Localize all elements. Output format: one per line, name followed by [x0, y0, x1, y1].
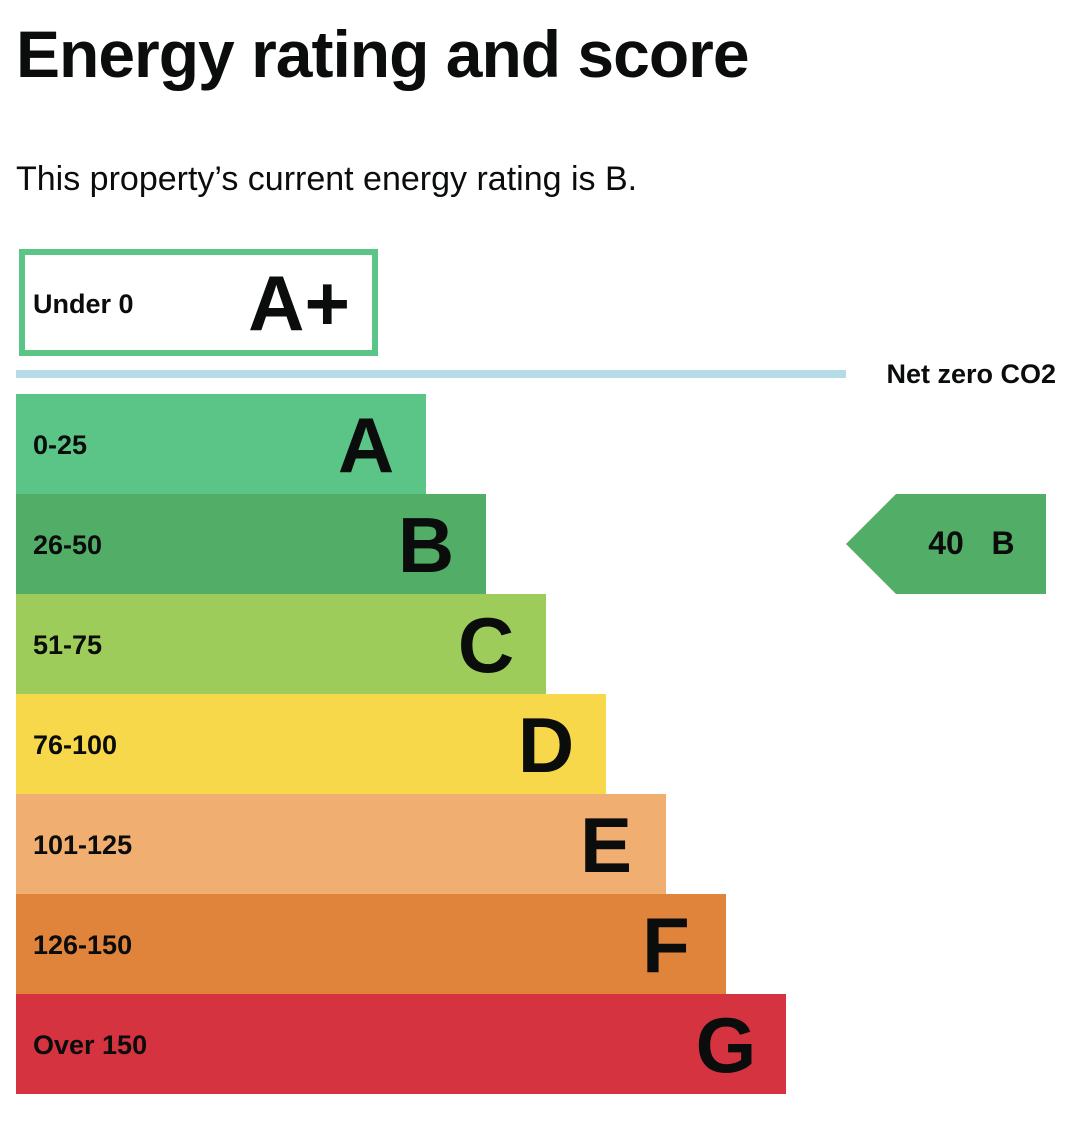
- band-e-letter: E: [580, 801, 632, 889]
- current-rating-letter: B: [991, 525, 1014, 561]
- band-e-range: 101-125: [33, 830, 132, 860]
- current-rating-score: 40: [928, 525, 964, 561]
- band-a-letter: A: [338, 401, 394, 489]
- band-c-bar: [16, 594, 546, 694]
- band-g-letter: G: [696, 1001, 757, 1089]
- band-d-bar: [16, 694, 606, 794]
- rating-intro-text: This property’s current energy rating is…: [16, 160, 638, 198]
- band-g-bar: [16, 994, 786, 1094]
- current-rating-arrow: [846, 494, 1046, 594]
- band-a-plus-letter: A+: [248, 259, 350, 347]
- band-d-range: 76-100: [33, 730, 117, 760]
- band-b-letter: B: [398, 501, 454, 589]
- net-zero-label: Net zero CO2: [886, 359, 1056, 389]
- band-b-range: 26-50: [33, 530, 102, 560]
- band-f-bar: [16, 894, 726, 994]
- band-a-bar: [16, 394, 426, 494]
- band-f-range: 126-150: [33, 930, 132, 960]
- band-a-plus-range: Under 0: [33, 289, 134, 319]
- band-e-bar: [16, 794, 666, 894]
- band-c-range: 51-75: [33, 630, 102, 660]
- band-g-range: Over 150: [33, 1030, 147, 1060]
- band-f-letter: F: [642, 901, 690, 989]
- band-b-bar: [16, 494, 486, 594]
- page-title: Energy rating and score: [16, 17, 750, 91]
- band-a-range: 0-25: [33, 430, 87, 460]
- band-a-plus-box: [19, 249, 378, 356]
- net-zero-line: [16, 370, 846, 378]
- band-c-letter: C: [458, 601, 514, 689]
- band-d-letter: D: [518, 701, 574, 789]
